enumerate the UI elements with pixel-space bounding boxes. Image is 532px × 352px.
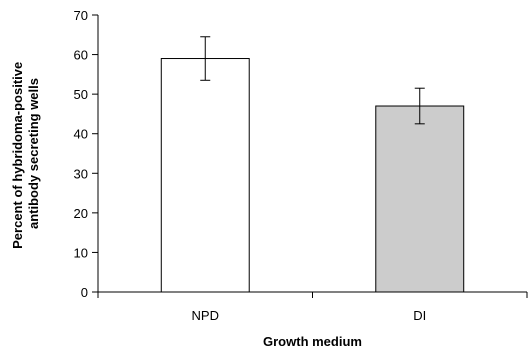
x-axis-ticks: NPD DI <box>97 292 528 323</box>
y-tick-label: 70 <box>74 8 88 23</box>
y-tick-label: 40 <box>74 127 88 142</box>
bars-layer <box>160 58 465 293</box>
y-tick-label: 60 <box>74 48 88 63</box>
y-tick-label: 50 <box>74 87 88 102</box>
x-axis-title: Growth medium <box>263 334 362 349</box>
y-axis-title-line-1: Percent of hybridoma-positive <box>10 62 25 249</box>
bar-npd <box>160 58 250 293</box>
y-axis-title: Percent of hybridoma-positive antibody s… <box>10 58 41 249</box>
y-axis-title-line-2: antibody secreting wells <box>26 78 41 229</box>
x-tick-label: NPD <box>192 308 219 323</box>
x-tick-label: DI <box>413 308 426 323</box>
y-tick-label: 0 <box>81 285 88 300</box>
y-tick-label: 10 <box>74 245 88 260</box>
bar-di <box>375 105 465 293</box>
y-axis-ticks: 0 10 20 30 40 50 60 70 <box>74 8 98 300</box>
y-tick-label: 30 <box>74 166 88 181</box>
y-tick-label: 20 <box>74 206 88 221</box>
error-bars-layer <box>200 36 425 125</box>
